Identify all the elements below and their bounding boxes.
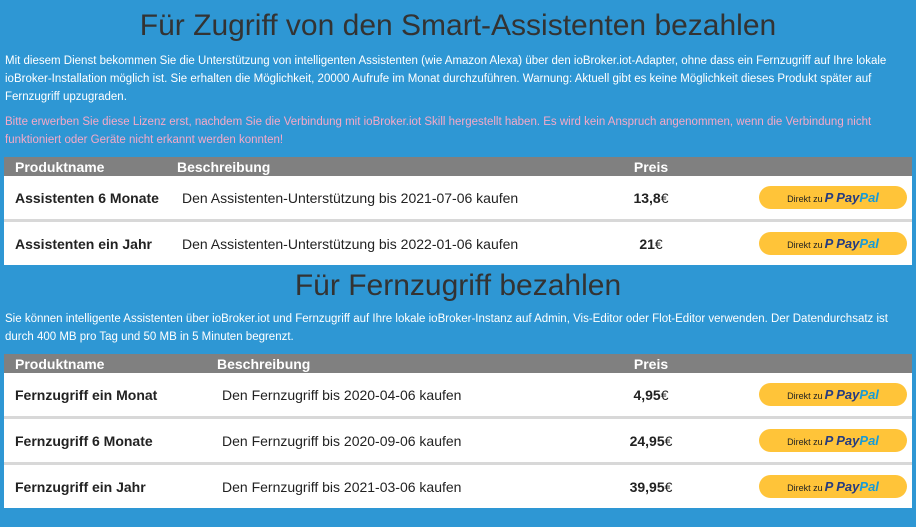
- paypal-button[interactable]: Direkt zu P PayPal: [759, 429, 907, 452]
- product-description: Den Fernzugriff bis 2020-04-06 kaufen: [206, 373, 616, 419]
- table-row: Fernzugriff 6 Monate Den Fernzugriff bis…: [4, 417, 912, 465]
- table-row: Fernzugriff ein Jahr Den Fernzugriff bis…: [4, 463, 912, 508]
- header-price: Preis: [616, 157, 686, 176]
- price-currency: €: [660, 386, 669, 403]
- buy-cell: Direkt zu P PayPal: [686, 373, 912, 419]
- remote-title: Für Fernzugriff bezahlen: [294, 269, 622, 302]
- paypal-icon: P: [824, 236, 834, 251]
- paypal-prefix: Direkt zu: [787, 437, 823, 447]
- table-row: Fernzugriff ein Monat Den Fernzugriff bi…: [4, 373, 912, 419]
- buy-cell: Direkt zu P PayPal: [686, 417, 912, 465]
- header-product-name: Produktname: [4, 157, 166, 176]
- paypal-logo: PayPal: [836, 236, 879, 251]
- header-description: Beschreibung: [206, 354, 616, 373]
- table-header-row: Produktname Beschreibung Preis: [4, 157, 912, 176]
- paypal-prefix: Direkt zu: [787, 483, 823, 493]
- buy-cell: Direkt zu P PayPal: [686, 220, 912, 265]
- paypal-logo: PayPal: [836, 190, 879, 205]
- paypal-icon: P: [824, 433, 834, 448]
- remote-table: Produktname Beschreibung Preis Fernzugri…: [4, 354, 912, 508]
- price-value: 4,95: [633, 386, 661, 403]
- price-currency: €: [660, 189, 669, 206]
- header-description: Beschreibung: [166, 157, 616, 176]
- header-price: Preis: [616, 354, 686, 373]
- header-empty: [686, 354, 912, 373]
- paypal-icon: P: [824, 479, 834, 494]
- price-value: 21: [639, 235, 655, 252]
- paypal-button[interactable]: Direkt zu P PayPal: [759, 232, 907, 255]
- assistants-table: Produktname Beschreibung Preis Assistent…: [4, 157, 912, 265]
- price-currency: €: [664, 478, 673, 495]
- paypal-icon: P: [824, 387, 834, 402]
- price-value: 39,95: [629, 478, 665, 495]
- paypal-prefix: Direkt zu: [787, 240, 823, 250]
- product-name: Assistenten ein Jahr: [4, 220, 166, 265]
- paypal-logo: PayPal: [836, 479, 879, 494]
- header-empty: [686, 157, 912, 176]
- paypal-prefix: Direkt zu: [787, 391, 823, 401]
- assistants-title: Für Zugriff von den Smart-Assistenten be…: [139, 9, 777, 42]
- product-name: Fernzugriff 6 Monate: [4, 417, 206, 465]
- product-description: Den Fernzugriff bis 2021-03-06 kaufen: [206, 463, 616, 508]
- paypal-prefix: Direkt zu: [787, 194, 823, 204]
- paypal-logo: PayPal: [836, 387, 879, 402]
- paypal-button[interactable]: Direkt zu P PayPal: [759, 186, 907, 209]
- paypal-icon: P: [824, 190, 834, 205]
- price-currency: €: [654, 235, 663, 252]
- assistants-description: Mit diesem Dienst bekommen Sie die Unter…: [5, 55, 887, 103]
- assistants-warning: Bitte erwerben Sie diese Lizenz erst, na…: [5, 116, 872, 146]
- product-price: 21€: [616, 220, 686, 265]
- paypal-button[interactable]: Direkt zu P PayPal: [759, 383, 907, 406]
- product-description: Den Assistenten-Unterstützung bis 2021-0…: [166, 176, 616, 222]
- price-value: 24,95: [629, 432, 665, 449]
- product-name: Fernzugriff ein Jahr: [4, 463, 206, 508]
- product-price: 24,95€: [616, 417, 686, 465]
- table-row: Assistenten 6 Monate Den Assistenten-Unt…: [4, 176, 912, 222]
- product-price: 39,95€: [616, 463, 686, 508]
- product-price: 13,8€: [616, 176, 686, 222]
- remote-description: Sie können intelligente Assistenten über…: [5, 313, 888, 343]
- price-currency: €: [664, 432, 673, 449]
- product-name: Fernzugriff ein Monat: [4, 373, 206, 419]
- buy-cell: Direkt zu P PayPal: [686, 463, 912, 508]
- paypal-button[interactable]: Direkt zu P PayPal: [759, 475, 907, 498]
- header-product-name: Produktname: [4, 354, 206, 373]
- product-description: Den Fernzugriff bis 2020-09-06 kaufen: [206, 417, 616, 465]
- table-row: Assistenten ein Jahr Den Assistenten-Unt…: [4, 220, 912, 265]
- product-description: Den Assistenten-Unterstützung bis 2022-0…: [166, 220, 616, 265]
- product-price: 4,95€: [616, 373, 686, 419]
- product-name: Assistenten 6 Monate: [4, 176, 166, 222]
- table-header-row: Produktname Beschreibung Preis: [4, 354, 912, 373]
- paypal-logo: PayPal: [836, 433, 879, 448]
- buy-cell: Direkt zu P PayPal: [686, 176, 912, 222]
- price-value: 13,8: [633, 189, 661, 206]
